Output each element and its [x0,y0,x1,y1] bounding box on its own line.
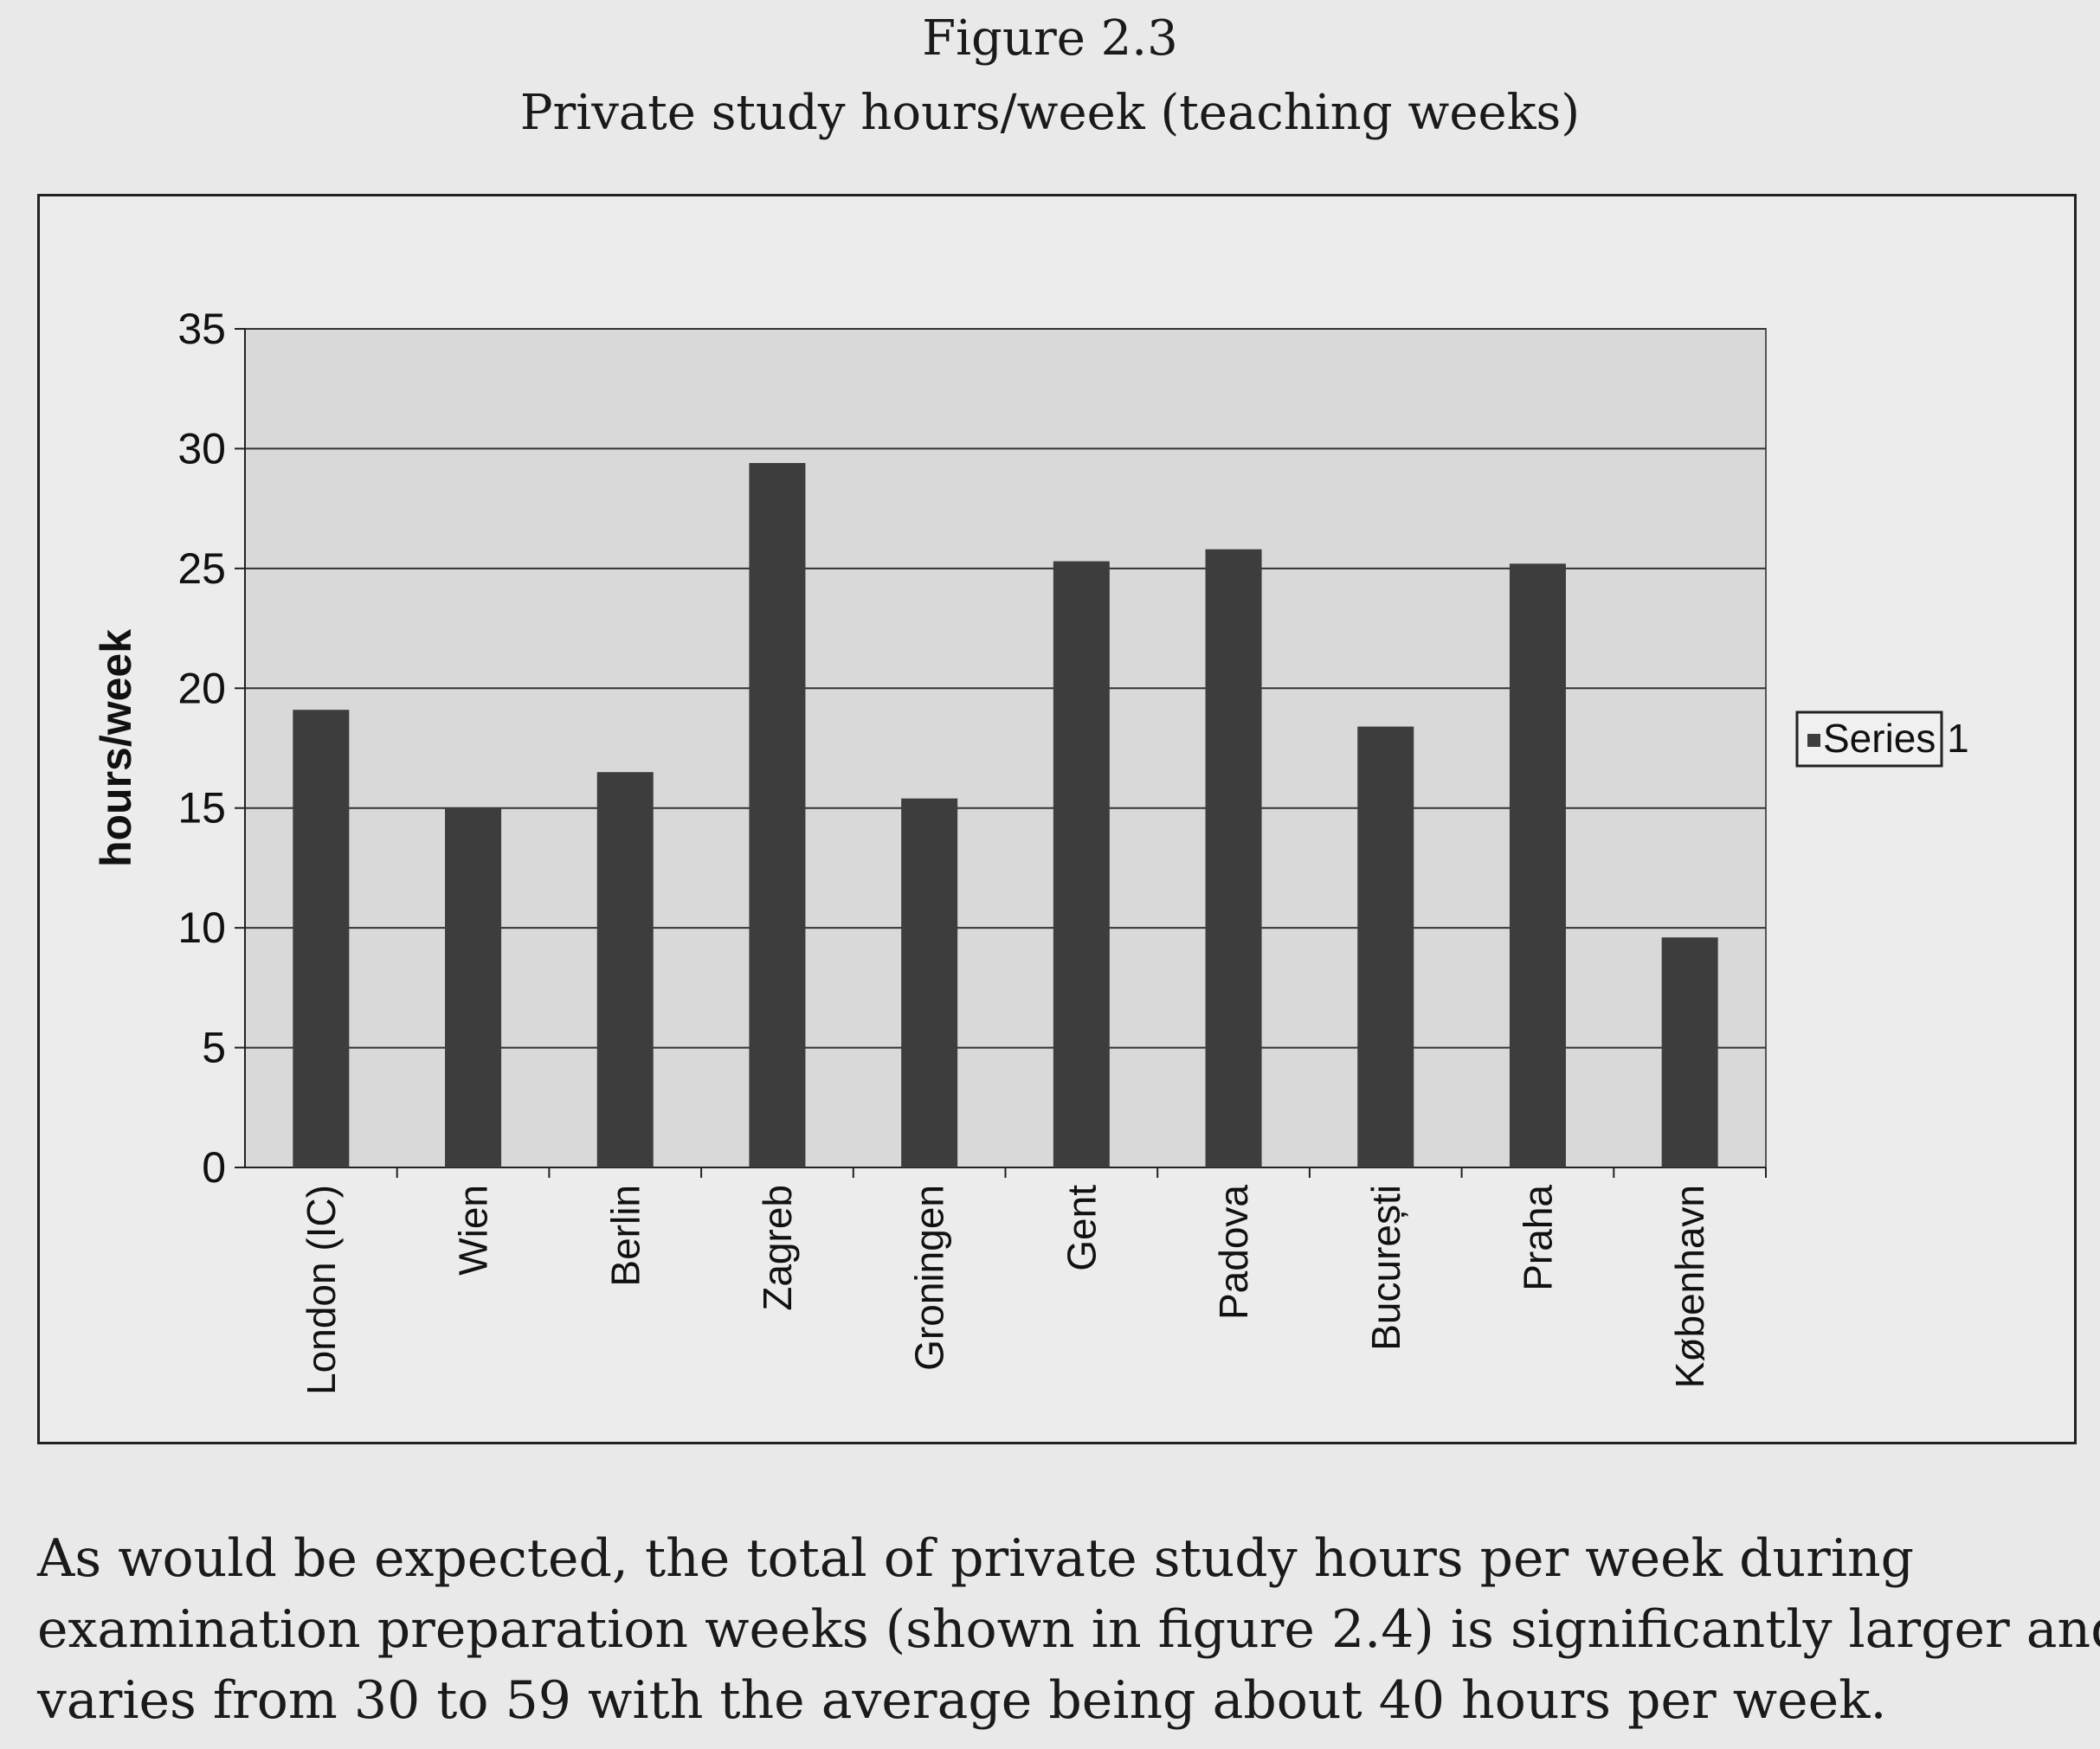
legend-box [1795,711,1943,768]
caption-line-1: As would be expected, the total of priva… [37,1528,1915,1589]
y-axis-label: hours/week [92,629,140,867]
x-tick-label: København [1667,1185,1712,1388]
bar-london-ic- [293,710,350,1167]
y-tick-label: 0 [202,1143,226,1192]
bar-gent [1053,561,1110,1167]
y-tick-label: 15 [177,784,226,833]
chart-frame: 0 5 10 15 20 25 30 35 London (IC) Wien Berlin Zagre… [37,194,2077,1444]
bar-bucure-ti [1357,726,1414,1167]
x-tick-label: Zagreb [755,1185,800,1311]
y-tick-label: 20 [177,664,226,712]
x-tick-label: Berlin [602,1185,647,1287]
bar-k-benhavn [1661,937,1718,1167]
bar-berlin [596,772,654,1167]
x-tick-label: Praha [1515,1185,1560,1291]
y-tick-label: 30 [177,424,226,473]
bar-wien [445,807,502,1167]
y-tick-label: 25 [177,544,226,593]
legend-label: Series 1 [1823,716,1969,761]
x-tick-label: București [1363,1185,1408,1351]
x-tick-label: London (IC) [299,1185,344,1395]
legend-swatch [1807,734,1820,747]
x-tick-label: Groningen [907,1185,952,1371]
y-tick-label: 10 [177,903,226,952]
chart-title: Private study hours/week (teaching weeks… [519,85,1581,141]
y-tick-label: 35 [177,305,226,353]
bar-padova [1205,549,1262,1167]
bar-groningen [901,798,958,1167]
x-tick-label: Padova [1211,1185,1256,1320]
bar-chart: 0 5 10 15 20 25 30 35 London (IC) Wien Berlin Zagre… [92,305,1969,1395]
x-tick-label: Gent [1059,1185,1104,1271]
y-tick-label: 5 [202,1024,226,1072]
bar-zagreb [749,463,806,1167]
bar-praha [1509,563,1566,1167]
x-tick-label: Wien [451,1185,496,1276]
caption-line-2: examination preparation weeks (shown in … [37,1599,2100,1660]
caption-line-3: varies from 30 to 59 with the average be… [37,1670,1887,1731]
figure-label: Figure 2.3 [922,10,1178,67]
